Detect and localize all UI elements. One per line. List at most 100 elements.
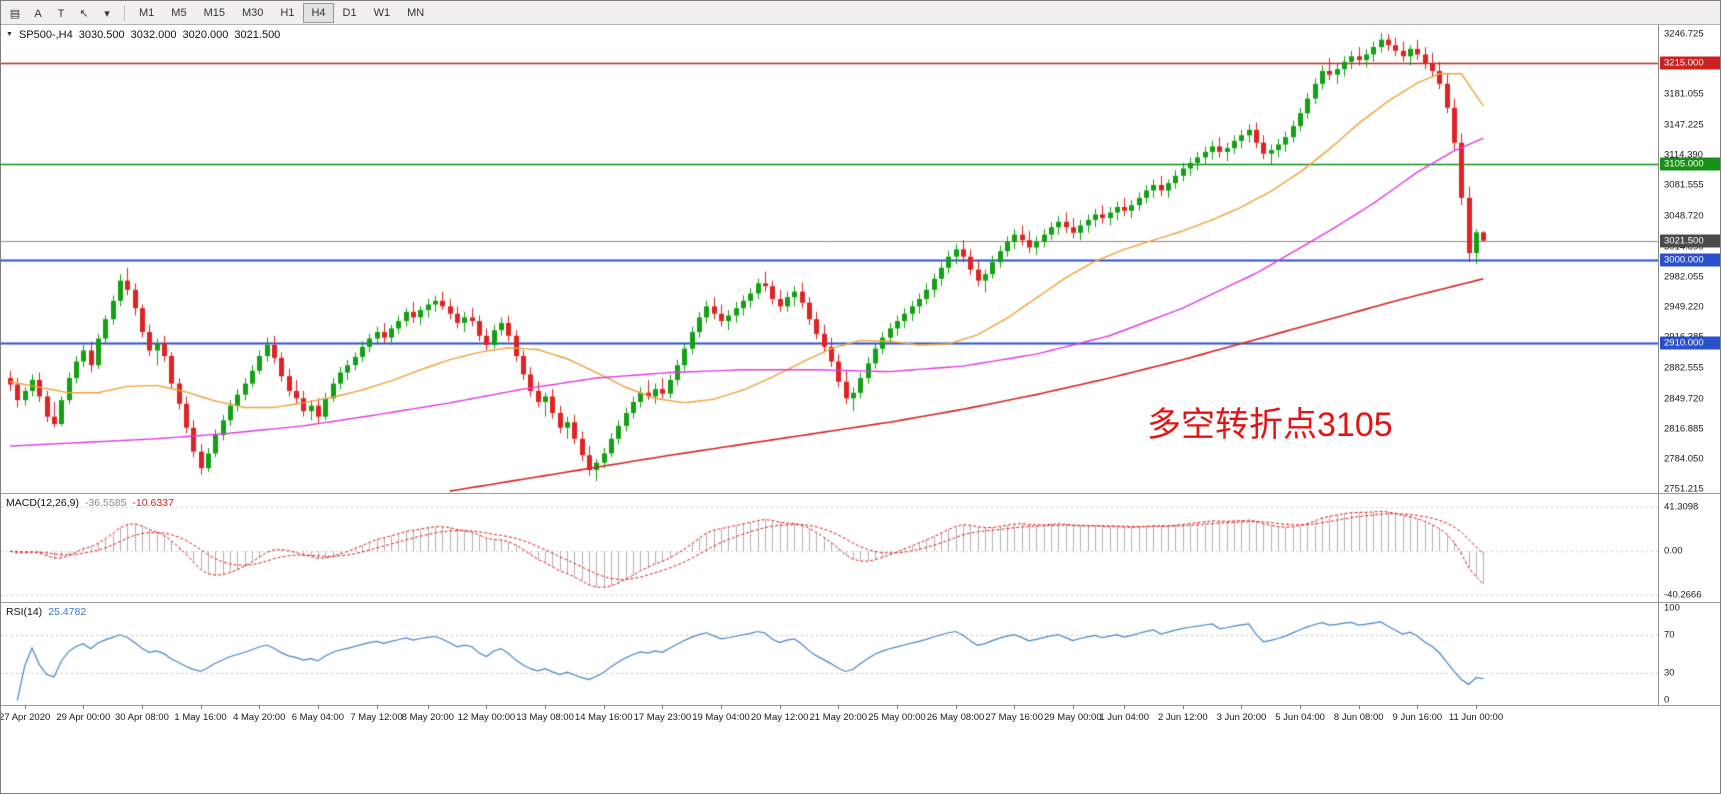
macd-label: MACD(12,26,9) -36.5585 -10.6337 — [6, 497, 180, 509]
ohlc-close: 3021.500 — [234, 29, 281, 41]
time-label: 11 Jun 00:00 — [1448, 712, 1504, 723]
price-axis[interactable]: 3246.725 3181.055 3147.225 3114.390 3081.555… — [1658, 25, 1720, 493]
timeframe-button-mn[interactable]: MN — [407, 6, 425, 19]
toolbar-separator — [124, 4, 125, 21]
time-tick — [1300, 706, 1302, 709]
price-tag: 3021.500 — [1660, 234, 1720, 248]
price-tick-label: 3147.225 — [1664, 119, 1704, 131]
rsi-label: RSI(14) 25.4782 — [6, 606, 92, 618]
price-tick-label: 2949.220 — [1664, 301, 1704, 313]
symbol-info: ▼ SP500-,H4 3030.500 3032.000 3020.000 3021.5… — [6, 29, 286, 41]
price-tick-label: 2882.555 — [1664, 362, 1704, 374]
time-label: 6 May 04:00 — [291, 712, 345, 723]
price-tick-label: 2751.215 — [1664, 483, 1704, 493]
text-tool-button[interactable]: T — [57, 7, 65, 20]
panel-splitter-macd[interactable] — [1, 493, 1720, 494]
time-axis[interactable]: 27 Apr 2020 29 Apr 00:00 30 Apr 08:00 1 May… — [1, 705, 1720, 727]
chart-type-button[interactable]: ▤ — [9, 7, 21, 20]
time-tick — [1241, 706, 1243, 709]
bottom-filler — [1, 727, 1720, 793]
time-tick — [1124, 706, 1126, 709]
time-label: 1 Jun 04:00 — [1099, 712, 1149, 723]
time-tick — [376, 706, 378, 709]
time-tick — [83, 706, 85, 709]
price-tag: 3000.000 — [1660, 253, 1720, 267]
rsi-axis-label: 0 — [1664, 694, 1670, 705]
time-tick — [779, 706, 781, 709]
tool-group: ▤ A T ↖ ▾ — [4, 3, 118, 23]
price-canvas[interactable] — [1, 25, 1658, 493]
time-tick — [259, 706, 261, 709]
time-label: 3 Jun 20:00 — [1216, 712, 1267, 723]
macd-axis[interactable]: 41.3098 0.00 -40.2666 — [1658, 494, 1720, 602]
time-tick — [486, 706, 488, 709]
time-label: 21 May 20:00 — [809, 712, 868, 723]
price-tick-label: 3114.390 — [1664, 149, 1703, 161]
price-tag: 3215.000 — [1660, 56, 1720, 70]
ohlc-low: 3020.000 — [182, 29, 229, 41]
timeframe-button-m1[interactable]: M1 — [139, 6, 155, 19]
time-tick — [1182, 706, 1184, 709]
price-tick-label: 2849.720 — [1664, 393, 1704, 405]
time-tick — [1417, 706, 1419, 709]
time-label: 1 May 16:00 — [174, 712, 227, 723]
time-tick — [141, 706, 143, 709]
time-tick — [1476, 706, 1477, 709]
time-tick — [1014, 706, 1016, 709]
time-label: 2 Jun 12:00 — [1157, 712, 1208, 723]
chart-menu-icon[interactable]: ▼ — [6, 31, 13, 38]
time-label: 29 May 00:00 — [1044, 712, 1102, 723]
time-tick — [317, 706, 319, 709]
time-tick — [721, 706, 722, 709]
time-label: 27 May 16:00 — [985, 712, 1043, 723]
time-tick — [427, 706, 429, 709]
time-tick — [955, 706, 957, 709]
timeframe-button-d1[interactable]: D1 — [342, 6, 357, 19]
rsi-axis[interactable]: 100 70 30 0 — [1658, 603, 1720, 705]
time-label: 19 May 04:00 — [692, 712, 750, 723]
time-tick — [1072, 706, 1074, 709]
time-label: 20 May 12:00 — [750, 712, 809, 723]
time-label: 30 Apr 08:00 — [114, 712, 169, 723]
tools-dropdown-button[interactable]: ▾ — [104, 7, 110, 20]
timeframe-button-w1[interactable]: W1 — [373, 6, 391, 19]
time-label: 4 May 20:00 — [233, 712, 286, 723]
macd-axis-label: 41.3098 — [1664, 501, 1699, 513]
price-tick-label: 2784.050 — [1664, 453, 1704, 465]
timeframe-button-m5[interactable]: M5 — [171, 6, 187, 19]
time-tick — [838, 706, 840, 709]
time-tick — [545, 706, 547, 709]
macd-axis-label: 0.00 — [1664, 545, 1683, 557]
price-tick-label: 3048.720 — [1664, 210, 1704, 222]
time-label: 26 May 08:00 — [926, 712, 985, 723]
time-label: 8 Jun 08:00 — [1333, 712, 1384, 723]
rsi-panel: RSI(14) 25.4782 100 70 30 0 — [1, 603, 1720, 705]
panel-splitter-rsi[interactable] — [1, 602, 1720, 603]
timeframe-button-m15[interactable]: M15 — [203, 6, 225, 19]
price-tag: 2910.000 — [1660, 336, 1720, 350]
timeframe-button-h4[interactable]: H4 — [303, 2, 334, 23]
ohlc-high: 3032.000 — [130, 29, 177, 41]
macd-name: MACD(12,26,9) — [6, 497, 79, 509]
timeframe-button-m30[interactable]: M30 — [241, 6, 264, 19]
time-label: 12 May 00:00 — [457, 712, 516, 723]
time-tick — [896, 706, 898, 709]
macd-value-main: -36.5585 — [84, 497, 127, 509]
time-label: 7 May 12:00 — [350, 712, 403, 723]
time-label: 27 Apr 2020 — [1, 712, 51, 723]
macd-panel: MACD(12,26,9) -36.5585 -10.6337 41.3098 0.0… — [1, 494, 1720, 602]
annotate-a-button[interactable]: A — [34, 7, 42, 20]
rsi-value: 25.4782 — [48, 606, 87, 618]
time-tick — [603, 706, 605, 709]
time-label: 5 Jun 04:00 — [1275, 712, 1325, 723]
price-tick-label: 2816.885 — [1664, 423, 1704, 435]
price-tick-label: 3181.055 — [1664, 88, 1704, 100]
timeframe-button-h1[interactable]: H1 — [280, 6, 295, 19]
arrow-tool-button[interactable]: ↖ — [79, 7, 89, 20]
macd-axis-label: -40.2666 — [1664, 589, 1702, 601]
macd-canvas[interactable] — [1, 494, 1658, 602]
rsi-canvas[interactable] — [1, 603, 1658, 705]
price-tick-label: 2982.055 — [1664, 271, 1704, 283]
toolbar: ▤ A T ↖ ▾ M1 M5 M15 M30 H1 H4 D1 W1 MN — [1, 1, 1720, 25]
ohlc-open: 3030.500 — [78, 29, 125, 41]
